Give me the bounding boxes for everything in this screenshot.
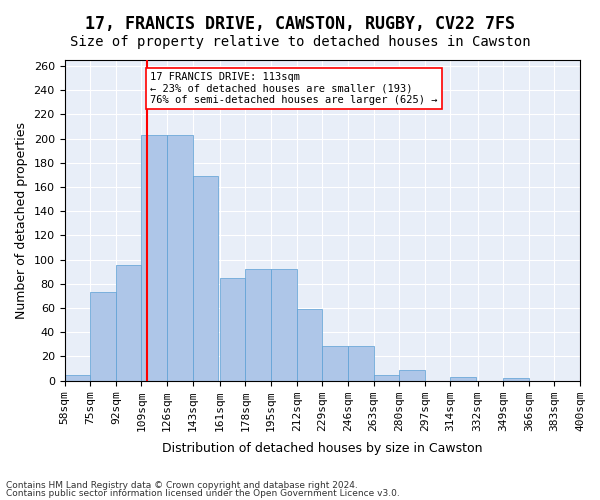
Text: 17 FRANCIS DRIVE: 113sqm
← 23% of detached houses are smaller (193)
76% of semi-: 17 FRANCIS DRIVE: 113sqm ← 23% of detach… [151, 72, 438, 106]
Bar [296, 310, 322, 380]
Bar [90, 292, 116, 380]
Bar [245, 270, 271, 380]
Bar [322, 346, 348, 380]
X-axis label: Distribution of detached houses by size in Cawston: Distribution of detached houses by size … [162, 442, 482, 455]
Bar [348, 346, 374, 380]
Bar [142, 135, 167, 380]
Bar [271, 270, 296, 380]
Bar [220, 278, 245, 380]
Text: Contains HM Land Registry data © Crown copyright and database right 2024.: Contains HM Land Registry data © Crown c… [6, 481, 358, 490]
Bar [193, 176, 218, 380]
Text: Size of property relative to detached houses in Cawston: Size of property relative to detached ho… [70, 35, 530, 49]
Y-axis label: Number of detached properties: Number of detached properties [15, 122, 28, 319]
Bar [65, 374, 90, 380]
Bar [116, 264, 142, 380]
Bar [451, 377, 476, 380]
Text: 17, FRANCIS DRIVE, CAWSTON, RUGBY, CV22 7FS: 17, FRANCIS DRIVE, CAWSTON, RUGBY, CV22 … [85, 15, 515, 33]
Bar [374, 374, 399, 380]
Text: Contains public sector information licensed under the Open Government Licence v3: Contains public sector information licen… [6, 488, 400, 498]
Bar [503, 378, 529, 380]
Bar [167, 135, 193, 380]
Bar [399, 370, 425, 380]
